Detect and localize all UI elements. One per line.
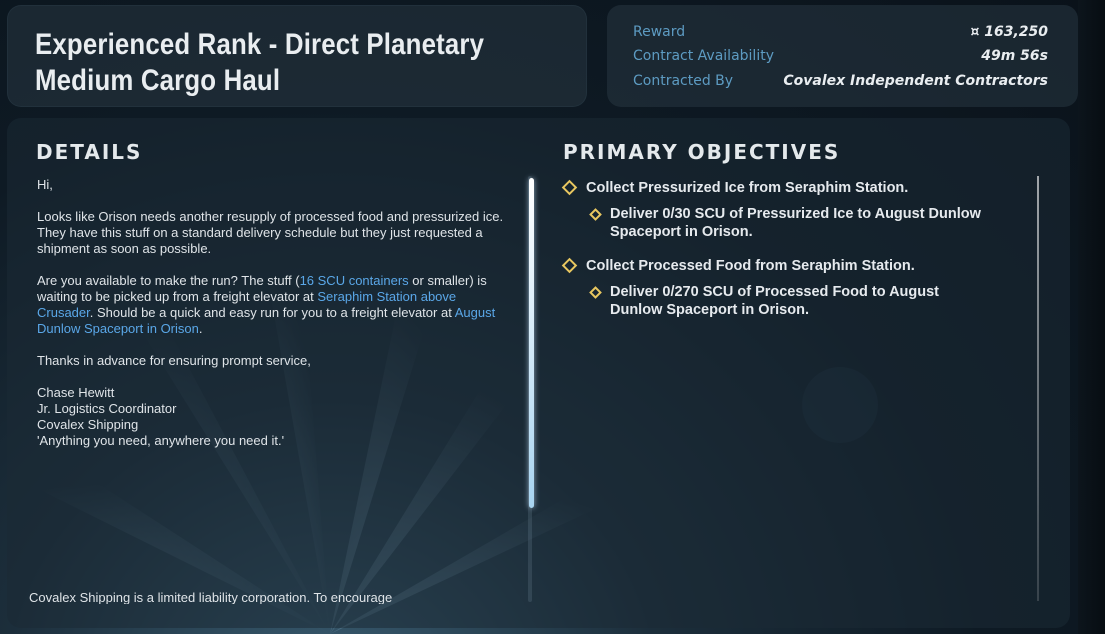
reward-row: Reward ¤ 163,250	[633, 24, 1048, 44]
reward-value: ¤ 163,250	[970, 24, 1048, 40]
details-paragraph-2-text: .	[198, 321, 203, 336]
details-paragraph-2-text: . Should be a quick and easy run for you…	[89, 305, 455, 320]
availability-label: Contract Availability	[633, 48, 774, 64]
link-scu-containers[interactable]: 16 SCU containers	[299, 273, 409, 288]
reward-label: Reward	[633, 24, 686, 40]
signature-name: Chase Hewitt	[37, 385, 115, 400]
details-greeting: Hi,	[37, 177, 53, 192]
availability-value: 49m 56s	[981, 48, 1048, 64]
details-scrollbar-thumb[interactable]	[529, 178, 534, 508]
details-paragraph-1: Looks like Orison needs another resupply…	[37, 209, 504, 256]
details-footer-text: Covalex Shipping is a limited liability …	[29, 590, 393, 604]
contract-main-panel	[7, 118, 1070, 628]
signature-motto: 'Anything you need, anywhere you need it…	[37, 433, 285, 448]
objective-2: Collect Processed Food from Seraphim Sta…	[586, 258, 915, 274]
objective-1: Collect Pressurized Ice from Seraphim St…	[586, 180, 909, 196]
objectives-scrollbar-track[interactable]	[1037, 176, 1039, 601]
availability-row: Contract Availability 49m 56s	[633, 48, 1048, 68]
right-frame-edge	[1078, 0, 1105, 634]
details-body[interactable]: Hi, Looks like Orison needs another resu…	[37, 177, 507, 449]
details-paragraph-3: Thanks in advance for ensuring prompt se…	[37, 353, 311, 368]
contract-info-panel: Reward ¤ 163,250 Contract Availability 4…	[607, 5, 1078, 107]
contracted-by-label: Contracted By	[633, 73, 734, 89]
link-seraphim-station[interactable]: Seraphim Station above Crusader	[37, 289, 457, 320]
details-paragraph-2-text: Are you available to make the run? The s…	[37, 273, 300, 288]
contracted-by-row: Contracted By Covalex Independent Contra…	[633, 73, 1048, 93]
contract-title: Experienced Rank - Direct Planetary Medi…	[35, 28, 485, 97]
details-paragraph-2: Are you available to make the run? The s…	[37, 273, 507, 337]
signature-company: Covalex Shipping	[37, 417, 139, 432]
objectives-heading: PRIMARY OBJECTIVES	[563, 140, 841, 164]
sub-objective-2: Deliver 0/270 SCU of Processed Food to A…	[610, 284, 940, 318]
details-heading: DETAILS	[36, 140, 143, 164]
link-august-dunlow-spaceport[interactable]: August Dunlow Spaceport in Orison	[37, 305, 496, 336]
details-paragraph-2-text: or smaller) is waiting to be picked up f…	[37, 273, 487, 304]
contracted-by-value: Covalex Independent Contractors	[783, 73, 1048, 89]
signature-title: Jr. Logistics Coordinator	[37, 401, 177, 416]
contract-title-panel: Experienced Rank - Direct Planetary Medi…	[7, 5, 587, 107]
sub-objective-1: Deliver 0/30 SCU of Pressurized Ice to A…	[610, 206, 981, 240]
